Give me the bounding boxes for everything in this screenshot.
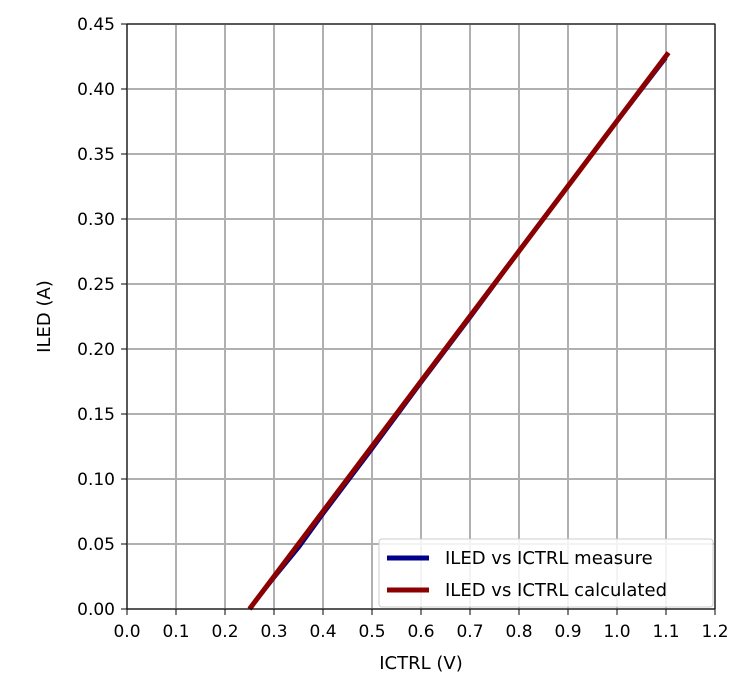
y-tick-label: 0.30	[77, 210, 115, 230]
x-tick-label: 0.4	[309, 622, 336, 642]
x-tick-label: 1.1	[652, 622, 679, 642]
x-tick-label: 0.3	[260, 622, 287, 642]
x-tick-label: 0.6	[407, 622, 434, 642]
x-tick-label: 0.2	[211, 622, 238, 642]
series-line-calculated	[247, 51, 671, 611]
x-tick-label: 0.5	[358, 622, 385, 642]
axis-ticks: 0.0 0.1 0.2 0.3 0.4 0.5 0.6 0.7 0.8 0.9 1.0 1.1 1.2 0…	[77, 15, 728, 642]
x-tick-label: 0.8	[505, 622, 532, 642]
y-tick-label: 0.15	[77, 405, 115, 425]
x-tick-label: 1.0	[603, 622, 630, 642]
y-tick-label: 0.05	[77, 535, 115, 555]
y-tick-label: 0.20	[77, 340, 115, 360]
x-tick-label: 0.0	[113, 622, 140, 642]
x-axis-label: ICTRL (V)	[379, 653, 463, 674]
x-tick-label: 0.1	[162, 622, 189, 642]
series-layer	[247, 51, 671, 611]
y-tick-label: 0.35	[77, 145, 115, 165]
y-tick-label: 0.10	[77, 470, 115, 490]
legend-label-measure: ILED vs ICTRL measure	[445, 548, 653, 569]
y-tick-label: 0.45	[77, 15, 115, 35]
legend-box	[378, 538, 714, 608]
legend: ILED vs ICTRL measure ILED vs ICTRL calc…	[378, 538, 714, 608]
x-tick-label: 0.7	[456, 622, 483, 642]
y-tick-label: 0.40	[77, 80, 115, 100]
legend-label-calculated: ILED vs ICTRL calculated	[445, 580, 667, 601]
x-tick-label: 1.2	[701, 622, 728, 642]
y-axis-label: ILED (A)	[34, 280, 55, 353]
x-tick-label: 0.9	[554, 622, 581, 642]
y-tick-label: 0.25	[77, 275, 115, 295]
y-tick-label: 0.00	[77, 600, 115, 620]
